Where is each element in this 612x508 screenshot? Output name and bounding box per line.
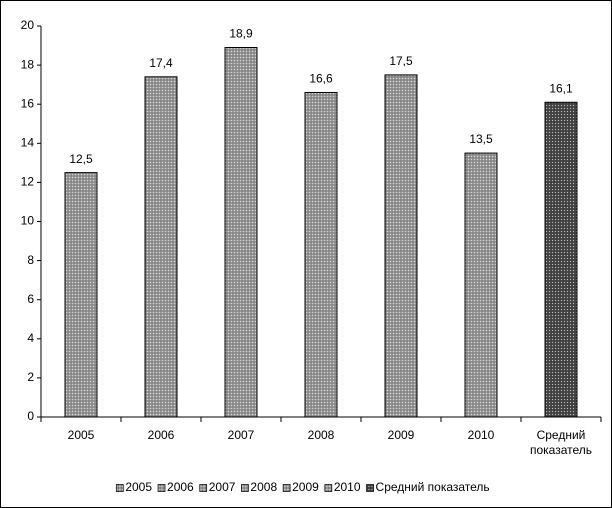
- x-tick-label: 2008: [308, 428, 335, 442]
- bar: [304, 91, 338, 418]
- legend-label: 2007: [209, 480, 236, 494]
- legend-label: 2010: [334, 480, 361, 494]
- x-tick-label: 2007: [228, 428, 255, 442]
- value-label: 16,1: [549, 81, 573, 95]
- legend-swatch: [366, 484, 374, 492]
- legend-swatch: [282, 484, 291, 492]
- x-tick-label: Средний показатель: [530, 428, 592, 457]
- x-tick-label: 2005: [68, 428, 95, 442]
- bar: [224, 47, 258, 418]
- y-tick-label: 10: [21, 214, 35, 228]
- legend-swatch: [241, 484, 249, 492]
- bar: [464, 152, 498, 418]
- y-tick-label: 16: [21, 96, 35, 110]
- y-tick-label: 12: [21, 175, 35, 189]
- y-tick-label: 4: [27, 331, 34, 345]
- legend-label: 2005: [125, 480, 152, 494]
- legend-label: Средний показатель: [376, 480, 490, 494]
- bar: [544, 101, 578, 418]
- y-tick-label: 6: [27, 292, 34, 306]
- value-label: 17,4: [149, 56, 173, 70]
- value-label: 12,5: [69, 152, 93, 166]
- x-tick-label: 2009: [388, 428, 415, 442]
- x-tick-label: 2010: [468, 428, 495, 442]
- bar: [144, 76, 178, 418]
- y-tick-label: 2: [27, 370, 34, 384]
- legend-swatch: [199, 484, 208, 492]
- legend: 2005 2006 2007 2008 2009 2010 Средний показате…: [115, 480, 490, 494]
- value-label: 16,6: [309, 72, 333, 86]
- legend-label: 2008: [250, 480, 277, 494]
- legend-swatch: [157, 484, 166, 492]
- y-tick-label: 14: [21, 135, 35, 149]
- legend-label: 2006: [167, 480, 194, 494]
- value-label: 18,9: [229, 27, 253, 41]
- legend-swatch: [324, 484, 333, 492]
- bar: [64, 172, 98, 418]
- x-tick-label: 2006: [148, 428, 175, 442]
- bar: [384, 74, 418, 418]
- y-tick-label: 18: [21, 57, 35, 71]
- y-tick-label: 0: [27, 409, 34, 423]
- y-tick-label: 8: [27, 253, 34, 267]
- y-tick-label: 20: [21, 18, 35, 32]
- value-label: 17,5: [389, 54, 413, 68]
- legend-swatch: [115, 484, 124, 492]
- value-label: 13,5: [469, 132, 493, 146]
- legend-label: 2009: [292, 480, 319, 494]
